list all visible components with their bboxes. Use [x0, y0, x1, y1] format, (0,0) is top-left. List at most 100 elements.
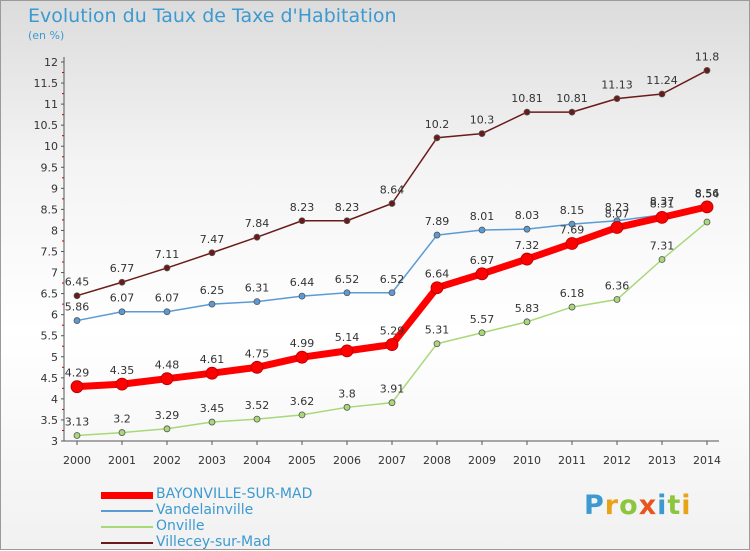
data-point-villecey-sur-mad	[568, 108, 576, 116]
x-tick-label: 2012	[603, 454, 631, 467]
data-label-vandelainville: 8.23	[605, 201, 630, 214]
legend-swatch	[101, 526, 153, 528]
data-label-onville: 7.31	[650, 240, 675, 253]
chart-unit: (en %)	[28, 29, 65, 42]
data-label-vandelainville: 6.31	[245, 282, 270, 295]
data-label-vandelainville: 6.44	[290, 276, 315, 289]
x-tick-label: 2005	[288, 454, 316, 467]
y-tick-label: 3	[51, 435, 58, 448]
data-label-vandelainville: 6.52	[380, 273, 405, 286]
x-tick-label: 2007	[378, 454, 406, 467]
data-label-villecey-sur-mad: 10.3	[470, 114, 495, 127]
x-tick-label: 2010	[513, 454, 541, 467]
logo-letter: P	[584, 490, 605, 521]
data-point-onville	[433, 340, 441, 348]
data-point-bayonville-sur-mad	[250, 360, 264, 374]
logo-letter: i	[681, 490, 692, 521]
legend-label: Villecey-sur-Mad	[156, 534, 271, 550]
data-label-villecey-sur-mad: 7.11	[155, 248, 180, 261]
y-tick-label: 11	[44, 98, 58, 111]
data-label-onville: 3.29	[155, 409, 180, 422]
proxiti-logo: Proxiti	[584, 490, 692, 521]
data-label-villecey-sur-mad: 10.2	[425, 118, 450, 131]
data-point-villecey-sur-mad	[433, 134, 441, 142]
data-point-onville	[73, 432, 81, 439]
data-label-villecey-sur-mad: 10.81	[556, 92, 588, 105]
x-tick-label: 2013	[648, 454, 676, 467]
data-point-bayonville-sur-mad	[430, 281, 444, 295]
data-label-onville: 3.62	[290, 395, 315, 408]
data-point-vandelainville	[343, 289, 351, 297]
data-point-vandelainville	[568, 220, 576, 228]
data-point-bayonville-sur-mad	[340, 344, 354, 358]
y-tick-label: 6	[51, 309, 58, 322]
data-label-bayonville-sur-mad: 5.29	[380, 325, 405, 338]
data-point-bayonville-sur-mad	[475, 267, 489, 281]
x-tick-label: 2001	[108, 454, 136, 467]
data-label-onville: 3.8	[338, 387, 356, 400]
data-label-vandelainville: 8.01	[470, 210, 495, 223]
x-tick-label: 2009	[468, 454, 496, 467]
y-tick-label: 11.5	[34, 77, 59, 90]
logo-letter: r	[604, 490, 620, 521]
data-label-vandelainville: 7.89	[425, 215, 450, 228]
y-tick-label: 10	[44, 140, 58, 153]
y-tick-label: 7	[51, 267, 58, 280]
y-tick-label: 9.5	[41, 161, 59, 174]
logo-letter: o	[619, 490, 639, 521]
y-tick-label: 3.5	[41, 414, 59, 427]
data-label-vandelainville: 8.54	[695, 188, 720, 201]
data-label-villecey-sur-mad: 7.47	[200, 233, 225, 246]
x-tick-label: 2011	[558, 454, 586, 467]
data-point-bayonville-sur-mad	[70, 380, 84, 394]
data-point-onville	[613, 296, 621, 303]
logo-letter: i	[657, 490, 668, 521]
data-point-vandelainville	[118, 308, 126, 316]
data-point-bayonville-sur-mad	[385, 338, 399, 351]
data-label-onville: 3.45	[200, 402, 225, 415]
data-point-villecey-sur-mad	[163, 264, 171, 272]
data-label-vandelainville: 8.15	[560, 204, 585, 217]
data-label-onville: 5.57	[470, 313, 495, 326]
data-point-vandelainville	[163, 308, 171, 316]
data-point-bayonville-sur-mad	[520, 252, 534, 266]
data-point-onville	[568, 303, 576, 311]
data-label-bayonville-sur-mad: 6.97	[470, 254, 495, 267]
x-tick-label: 2008	[423, 454, 451, 467]
data-label-bayonville-sur-mad: 8.07	[605, 207, 630, 220]
data-point-villecey-sur-mad	[298, 217, 306, 225]
logo-letter: t	[667, 490, 682, 521]
y-tick-label: 8.5	[41, 203, 59, 216]
data-point-vandelainville	[523, 225, 531, 233]
chart-title: Evolution du Taux de Taxe d'Habitation	[28, 5, 397, 27]
data-point-villecey-sur-mad	[703, 67, 711, 74]
data-point-bayonville-sur-mad	[115, 377, 129, 391]
legend-label: Vandelainville	[156, 502, 254, 518]
data-label-bayonville-sur-mad: 4.99	[290, 337, 315, 350]
data-point-villecey-sur-mad	[523, 108, 531, 116]
legend-swatch	[101, 510, 153, 512]
y-tick-label: 4	[51, 393, 58, 406]
data-point-onville	[658, 256, 666, 263]
data-label-bayonville-sur-mad: 4.35	[110, 364, 135, 377]
data-point-onville	[163, 425, 171, 433]
data-label-bayonville-sur-mad: 8.31	[650, 197, 675, 210]
data-label-bayonville-sur-mad: 6.64	[425, 268, 450, 281]
data-point-vandelainville	[478, 226, 486, 234]
data-point-bayonville-sur-mad	[565, 237, 579, 250]
data-point-vandelainville	[208, 300, 216, 308]
data-label-vandelainville: 6.07	[155, 292, 180, 305]
y-tick-label: 12	[44, 56, 58, 69]
data-label-villecey-sur-mad: 11.8	[695, 50, 720, 63]
data-label-bayonville-sur-mad: 7.32	[515, 239, 540, 252]
data-label-villecey-sur-mad: 11.13	[601, 79, 633, 92]
data-label-vandelainville: 6.25	[200, 284, 225, 297]
data-label-villecey-sur-mad: 6.77	[110, 262, 135, 275]
y-tick-label: 7.5	[41, 246, 59, 259]
data-label-onville: 5.31	[425, 324, 450, 337]
data-label-villecey-sur-mad: 8.64	[380, 183, 405, 196]
legend-swatch	[101, 542, 153, 544]
x-tick-label: 2004	[243, 454, 271, 467]
legend-swatch	[101, 492, 153, 499]
